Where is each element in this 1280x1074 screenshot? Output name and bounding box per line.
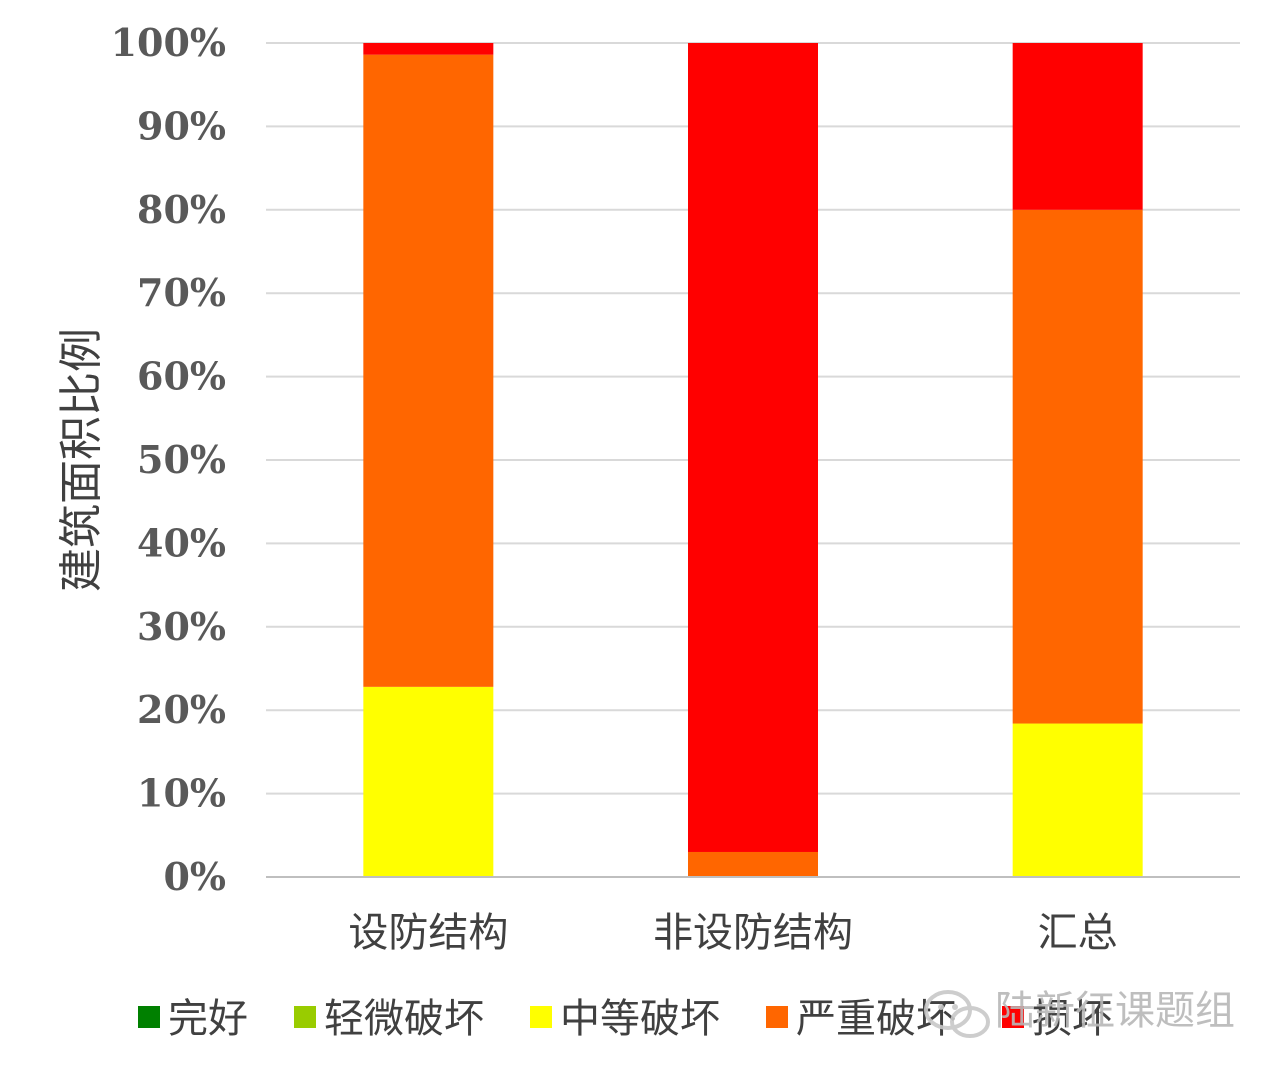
legend-item: 损坏 [1002, 996, 1112, 1042]
legend-label: 完好 [168, 996, 248, 1042]
legend-label: 严重破坏 [796, 996, 956, 1042]
bar-segment [363, 686, 494, 877]
y-tick-label: 10% [137, 771, 226, 816]
legend-swatch [294, 1006, 316, 1028]
y-tick-label: 40% [137, 520, 226, 565]
y-tick-label: 90% [137, 103, 226, 148]
legend-item: 中等破坏 [530, 996, 720, 1042]
y-tick-label: 100% [111, 20, 226, 65]
y-tick-label: 70% [137, 270, 226, 315]
y-tick-label: 80% [137, 187, 226, 232]
bar-segment [1012, 209, 1143, 724]
y-axis-title: 建筑面积比例 [56, 328, 107, 592]
legend-label: 中等破坏 [560, 996, 720, 1042]
legend-item: 完好 [138, 996, 248, 1042]
y-tick-label: 0% [163, 854, 226, 899]
bar-segment [1012, 723, 1143, 877]
legend-label: 轻微破坏 [324, 996, 484, 1042]
bar-segment [363, 43, 494, 55]
y-tick-label: 60% [137, 354, 226, 399]
legend-item: 轻微破坏 [294, 996, 484, 1042]
x-category-label: 非设防结构 [653, 910, 853, 956]
bars [363, 43, 1143, 877]
bar-segment [363, 54, 494, 687]
legend-label: 损坏 [1032, 996, 1112, 1042]
wechat-icon [924, 990, 990, 1038]
bar-segment [688, 851, 818, 877]
y-axis-ticks: 0% 10% 20% 30% 40% 50% 60% 70% 80% 90% 100% [111, 20, 226, 899]
bar-segment [1012, 43, 1143, 210]
legend-swatch [138, 1006, 160, 1028]
y-tick-label: 50% [137, 437, 226, 482]
legend-swatch [1002, 1006, 1024, 1028]
watermark: 陆新征课题组 [924, 988, 1235, 1038]
x-category-label: 设防结构 [348, 910, 508, 956]
legend-swatch [766, 1006, 788, 1028]
x-category-label: 汇总 [1038, 910, 1118, 956]
x-axis-categories: 设防结构 非设防结构 汇总 [348, 910, 1117, 956]
legend-swatch [530, 1006, 552, 1028]
y-tick-label: 20% [137, 687, 226, 732]
watermark-text: 陆新征课题组 [995, 988, 1235, 1034]
bar-segment [688, 43, 818, 852]
y-tick-label: 30% [137, 604, 226, 649]
